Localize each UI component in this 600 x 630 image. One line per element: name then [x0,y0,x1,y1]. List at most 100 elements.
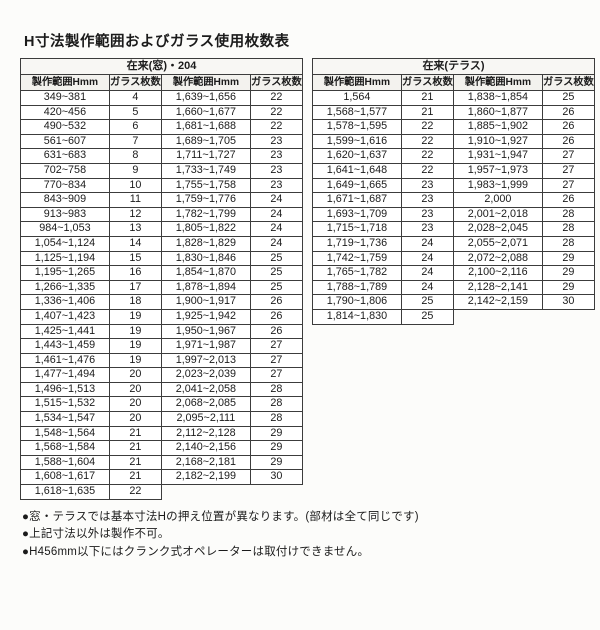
cell: 25 [249,265,304,281]
cell: 25 [249,279,304,296]
column-header: 製作範囲Hmm [20,74,110,91]
table-row: 1,548~1,564 21 2,112~2,128 29 [20,425,304,442]
cell: 2,028~2,045 [452,221,543,237]
cell: 1,620~1,637 [312,148,402,164]
cell: 22 [400,148,454,164]
table-row: 1,693~1,709 23 2,001~2,018 28 [312,206,596,223]
cell: 1,759~1,776 [160,192,251,208]
cell: 1,608~1,617 [20,469,110,486]
cell: 2,168~2,181 [160,454,251,471]
cell: 19 [108,323,162,340]
blank-cell [250,485,302,500]
table-row: 702~758 9 1,733~1,749 23 [20,162,304,179]
table-caption: 在来(窓)・204 [20,58,303,75]
cell: 23 [249,133,304,150]
table-row: 1,534~1,547 20 2,095~2,111 28 [20,411,304,427]
cell: 25 [541,90,596,106]
cell: 24 [400,250,454,267]
cell: 770~834 [20,177,110,194]
table-row: 1,425~1,441 19 1,950~1,967 26 [20,323,304,340]
cell: 1,957~1,973 [452,162,543,179]
cell: 1,755~1,758 [160,177,251,194]
cell: 1,971~1,987 [160,338,251,354]
cell: 29 [541,250,596,267]
notes-list: ●窓・テラスでは基本寸法Hの押え位置が異なります。(部材は全て同じです) ●上記寸… [22,509,600,562]
cell: 2,140~2,156 [160,440,251,456]
cell: 913~983 [20,206,110,223]
cell: 1,054~1,124 [20,235,110,252]
cell: 24 [249,221,304,237]
cell: 1,548~1,564 [20,425,110,442]
cell: 11 [108,192,162,208]
cell: 26 [541,133,596,150]
cell: 1,266~1,335 [20,279,110,296]
table-row: 843~909 11 1,759~1,776 24 [20,192,304,208]
cell: 26 [249,308,304,325]
cell: 23 [249,177,304,194]
table-row: 913~983 12 1,782~1,799 24 [20,206,304,223]
cell: 1,931~1,947 [452,148,543,164]
cell: 1,830~1,846 [160,250,251,267]
cell: 1,711~1,727 [160,148,251,164]
table-row: 1,564 21 1,838~1,854 25 [312,90,596,106]
cell: 1,195~1,265 [20,265,110,281]
cell: 1,788~1,789 [312,279,402,296]
cell: 20 [108,381,162,398]
cell: 20 [108,367,162,383]
cell: 23 [400,221,454,237]
table-row: 1,719~1,736 24 2,055~2,071 28 [312,235,596,252]
cell: 2,100~2,116 [452,265,543,281]
table-row: 1,195~1,265 16 1,854~1,870 25 [20,265,304,281]
table-caption: 在来(テラス) [312,58,595,75]
table-row: 561~607 7 1,689~1,705 23 [20,133,304,150]
table-row: 1,814~1,830 25 [312,308,595,325]
table-row: 1,568~1,577 21 1,860~1,877 26 [312,104,596,121]
cell: 1,805~1,822 [160,221,251,237]
cell: 1,671~1,687 [312,192,402,208]
cell: 18 [108,294,162,310]
cell: 1,568~1,577 [312,104,402,121]
cell: 21 [108,454,162,471]
table-row: 1,790~1,806 25 2,142~2,159 30 [312,294,596,310]
cell: 2,023~2,039 [160,367,251,383]
table-row: 1,599~1,616 22 1,910~1,927 26 [312,133,596,150]
cell: 19 [108,338,162,354]
cell: 22 [400,133,454,150]
cell: 27 [249,352,304,369]
cell: 14 [108,235,162,252]
cell: 7 [108,133,162,150]
cell: 24 [400,265,454,281]
cell: 984~1,053 [20,221,110,237]
cell: 28 [541,221,596,237]
cell: 20 [108,411,162,427]
cell: 9 [108,162,162,179]
cell: 1,681~1,688 [160,119,251,135]
blank-cell [542,309,594,324]
table-row: 1,618~1,635 22 [20,484,303,500]
cell: 26 [249,294,304,310]
table-row: 1,742~1,759 24 2,072~2,088 29 [312,250,596,267]
table-row: 770~834 10 1,755~1,758 23 [20,177,304,194]
cell: 2,142~2,159 [452,294,543,310]
cell: 22 [108,484,162,500]
cell: 15 [108,250,162,267]
table-row: 1,054~1,124 14 1,828~1,829 24 [20,235,304,252]
cell: 1,790~1,806 [312,294,402,310]
cell: 27 [541,177,596,194]
cell: 1,564 [312,90,402,106]
cell: 24 [400,235,454,252]
cell: 490~532 [20,119,110,135]
cell: 24 [249,235,304,252]
cell: 27 [541,148,596,164]
cell: 13 [108,221,162,237]
cell: 1,515~1,532 [20,396,110,413]
blank-cell [453,309,542,324]
cell: 2,128~2,141 [452,279,543,296]
table-row: 1,578~1,595 22 1,885~1,902 26 [312,119,596,135]
table-row: 1,671~1,687 23 2,000 26 [312,192,596,208]
cell: 30 [249,469,304,486]
column-header: ガラス枚数 [249,74,304,91]
cell: 2,095~2,111 [160,411,251,427]
table-row: 349~381 4 1,639~1,656 22 [20,90,304,106]
cell: 1,885~1,902 [452,119,543,135]
